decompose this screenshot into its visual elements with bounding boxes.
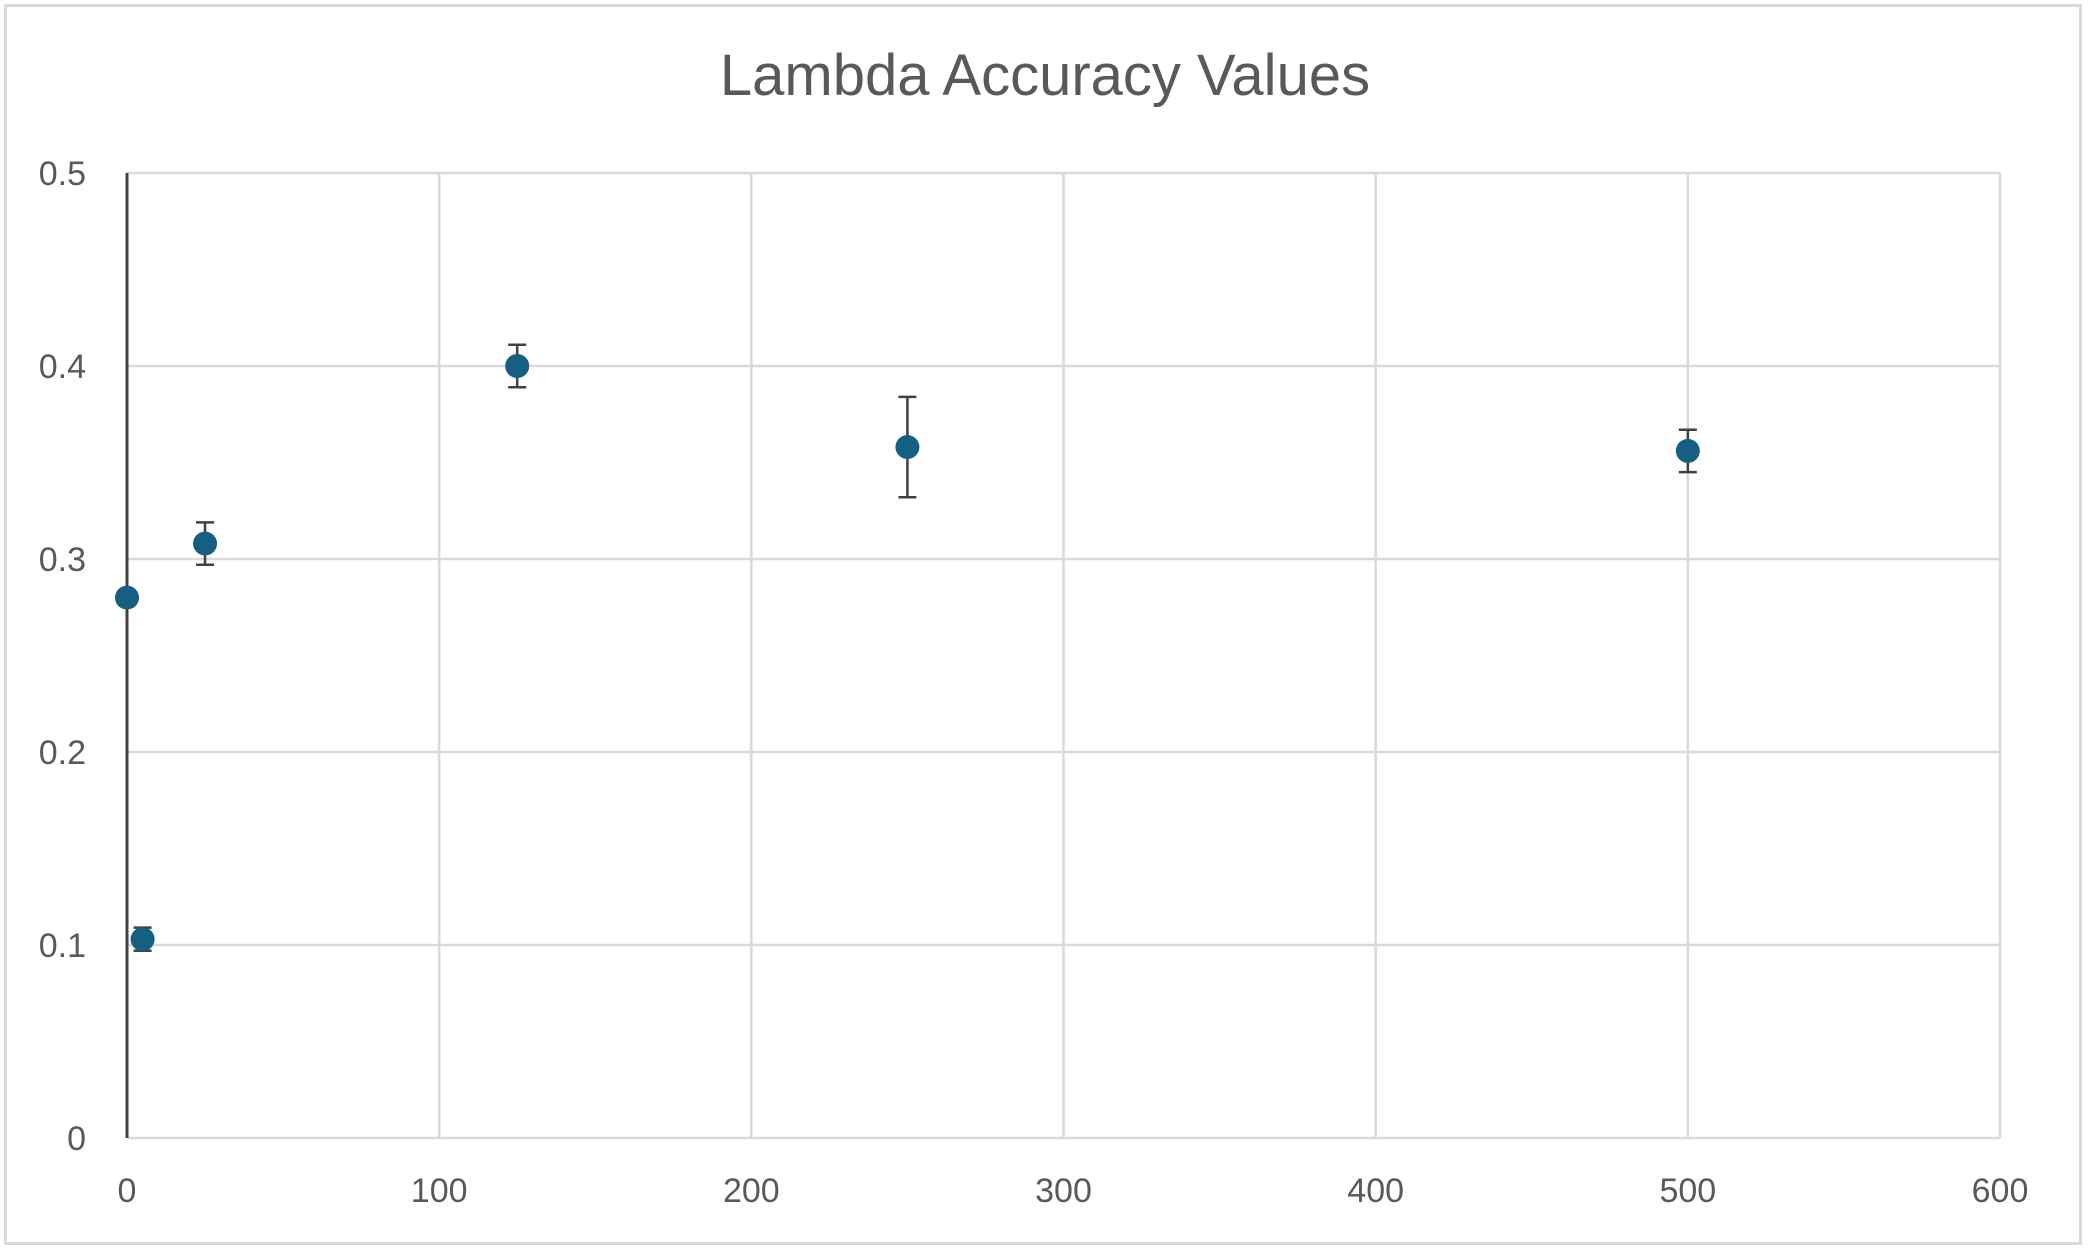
y-tick-label: 0.1 xyxy=(39,927,86,965)
x-tick-label: 200 xyxy=(723,1172,780,1210)
chart-frame xyxy=(4,4,2082,1245)
x-tick-label: 100 xyxy=(411,1172,468,1210)
y-tick-label: 0.5 xyxy=(39,155,86,193)
x-tick-label: 0 xyxy=(118,1172,137,1210)
data-point xyxy=(505,354,530,378)
chart-title: Lambda Accuracy Values xyxy=(719,43,1371,108)
x-tick-label: 300 xyxy=(1035,1172,1092,1210)
data-point xyxy=(115,585,139,610)
y-tick-label: 0.4 xyxy=(39,348,86,386)
x-tick-label: 500 xyxy=(1659,1172,1716,1210)
y-tick-label: 0.3 xyxy=(39,541,86,579)
data-point xyxy=(895,435,920,460)
y-tick-label: 0.2 xyxy=(39,734,86,772)
data-point xyxy=(130,927,155,952)
y-tick-label: 0 xyxy=(67,1120,86,1158)
x-tick-label: 600 xyxy=(1972,1172,2029,1210)
x-tick-label: 400 xyxy=(1347,1172,1404,1210)
data-point xyxy=(1675,438,1700,463)
data-point xyxy=(193,531,218,556)
